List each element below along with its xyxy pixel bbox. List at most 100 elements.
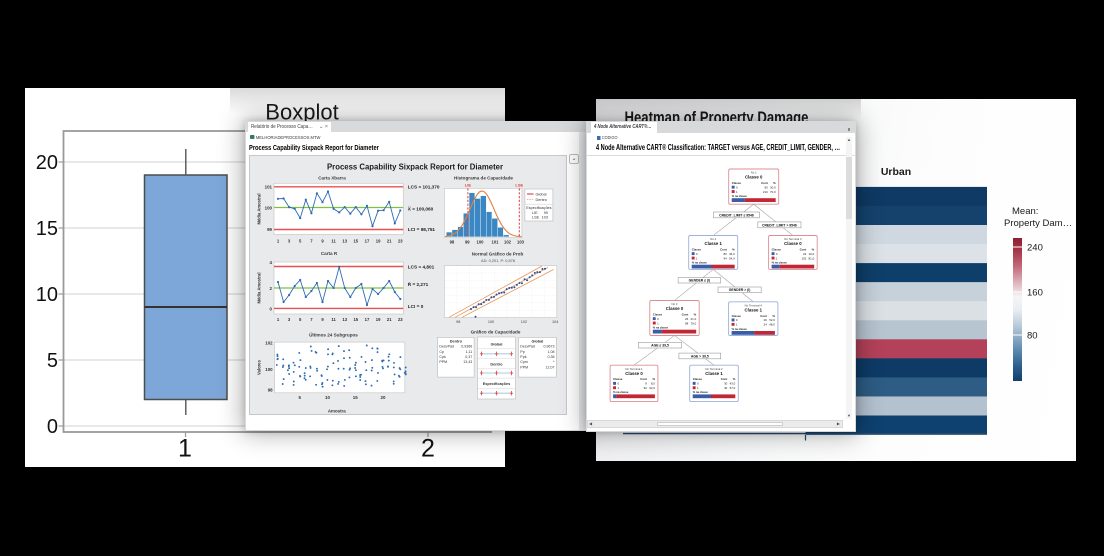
svg-text:20: 20 <box>35 152 57 174</box>
svg-text:8: 8 <box>645 382 647 386</box>
svg-text:PPM: PPM <box>439 360 447 364</box>
svg-text:Carta R: Carta R <box>321 251 338 256</box>
svg-text:1,08: 1,08 <box>548 349 555 353</box>
svg-text:Nó Terminal 4: Nó Terminal 4 <box>745 303 763 307</box>
svg-text:94: 94 <box>723 256 727 260</box>
svg-text:Nó 1: Nó 1 <box>751 171 757 175</box>
svg-text:AGE ≤ 39,5: AGE ≤ 39,5 <box>651 344 669 348</box>
svg-text:57,0: 57,0 <box>730 386 736 390</box>
svg-text:Classe 0: Classe 0 <box>745 175 763 180</box>
svg-text:Especificações: Especificações <box>483 381 510 385</box>
svg-text:0,36: 0,36 <box>548 355 555 359</box>
svg-text:70,0: 70,0 <box>770 190 776 194</box>
svg-text:% na classe: % na classe <box>692 261 708 265</box>
svg-text:0: 0 <box>46 416 57 438</box>
svg-text:0,37: 0,37 <box>465 355 472 359</box>
svg-text:%: % <box>732 248 735 252</box>
svg-text:79,0: 79,0 <box>691 321 697 325</box>
svg-text:23: 23 <box>398 238 403 243</box>
svg-text:Normal Gráfico de Prob: Normal Gráfico de Prob <box>472 251 524 256</box>
svg-text:CREDIT_LIMIT ≤ 9546: CREDIT_LIMIT ≤ 9546 <box>719 213 754 217</box>
svg-text:26: 26 <box>685 317 689 321</box>
svg-text:101: 101 <box>492 239 500 244</box>
svg-text:Nó 3: Nó 3 <box>672 302 678 306</box>
svg-text:Classe: Classe <box>732 314 742 318</box>
svg-text:1,11: 1,11 <box>466 349 473 353</box>
svg-text:100: 100 <box>477 239 485 244</box>
svg-text:Média Amostral: Média Amostral <box>257 193 262 224</box>
svg-text:5: 5 <box>46 350 57 372</box>
svg-text:19: 19 <box>376 238 381 243</box>
svg-text:% na classe: % na classe <box>693 390 709 394</box>
svg-text:Valores: Valores <box>257 359 262 375</box>
svg-text:Dentro: Dentro <box>490 362 503 366</box>
svg-text:0: 0 <box>776 252 778 256</box>
svg-text:Urban: Urban <box>880 166 910 178</box>
svg-text:Cont: Cont <box>761 181 768 185</box>
svg-text:23: 23 <box>398 317 403 322</box>
svg-text:46,0: 46,0 <box>729 252 735 256</box>
svg-text:Amostra: Amostra <box>328 408 346 413</box>
svg-text:Nó Terminal 1: Nó Terminal 1 <box>625 367 643 371</box>
svg-text:Classe: Classe <box>653 313 663 317</box>
svg-text:240: 240 <box>1027 243 1043 254</box>
svg-text:1: 1 <box>277 317 280 322</box>
svg-text:98: 98 <box>685 321 689 325</box>
svg-text:1: 1 <box>776 256 778 260</box>
svg-text:10: 10 <box>325 395 330 400</box>
svg-text:80: 80 <box>723 252 727 256</box>
svg-text:% na classe: % na classe <box>653 326 669 330</box>
svg-text:7: 7 <box>310 317 313 322</box>
svg-text:Mean:: Mean: <box>1012 206 1038 217</box>
svg-text:Classe 0: Classe 0 <box>625 371 643 376</box>
svg-text:92,0: 92,0 <box>649 386 655 390</box>
svg-text:11: 11 <box>331 238 336 243</box>
svg-text:103: 103 <box>542 215 548 219</box>
svg-text:Property Dam…: Property Dam… <box>1004 218 1072 229</box>
svg-text:102: 102 <box>504 239 512 244</box>
svg-text:% na classe: % na classe <box>732 327 748 331</box>
svg-text:LCI = 98,751: LCI = 98,751 <box>408 227 436 232</box>
svg-text:17: 17 <box>365 317 370 322</box>
svg-text:Classe 0: Classe 0 <box>666 306 684 311</box>
svg-text:102: 102 <box>521 320 527 324</box>
svg-text:15: 15 <box>353 238 358 243</box>
svg-text:LIE: LIE <box>532 211 538 215</box>
svg-text:160: 160 <box>1027 288 1043 299</box>
svg-text:LCS = 4,801: LCS = 4,801 <box>408 264 435 269</box>
svg-text:Nó 2: Nó 2 <box>710 237 716 241</box>
svg-text:Média Amostral: Média Amostral <box>257 272 262 303</box>
svg-text:21: 21 <box>387 317 392 322</box>
svg-text:15: 15 <box>353 317 358 322</box>
svg-text:2: 2 <box>421 435 435 463</box>
svg-text:R̄ = 2,271: R̄ = 2,271 <box>408 281 429 287</box>
svg-text:0: 0 <box>697 382 699 386</box>
svg-text:0: 0 <box>270 306 273 311</box>
svg-text:8,0: 8,0 <box>651 382 655 386</box>
svg-text:90: 90 <box>764 185 768 189</box>
svg-text:48,0: 48,0 <box>769 323 775 327</box>
svg-text:Cont: Cont <box>721 377 728 381</box>
svg-text:%: % <box>733 377 736 381</box>
svg-text:LCI = 0: LCI = 0 <box>408 304 424 309</box>
svg-text:1: 1 <box>736 323 738 327</box>
svg-text:Cp: Cp <box>439 349 444 353</box>
svg-text:LSE: LSE <box>532 215 540 219</box>
svg-text:Global: Global <box>491 342 503 346</box>
svg-text:Nó Terminal 3: Nó Terminal 3 <box>784 237 802 241</box>
svg-text:Classe 1: Classe 1 <box>745 307 763 312</box>
svg-text:1: 1 <box>178 435 192 463</box>
svg-text:100: 100 <box>265 205 273 210</box>
svg-text:Classe 1: Classe 1 <box>705 371 723 376</box>
svg-text:102: 102 <box>265 340 273 345</box>
svg-text:80: 80 <box>1027 331 1038 342</box>
svg-text:12,07: 12,07 <box>546 365 555 369</box>
svg-text:99: 99 <box>544 211 548 215</box>
svg-text:5: 5 <box>298 395 301 400</box>
svg-text:1: 1 <box>696 256 698 260</box>
svg-text:Nó Terminal 2: Nó Terminal 2 <box>705 367 723 371</box>
svg-text:15: 15 <box>35 218 57 240</box>
svg-text:% na classe: % na classe <box>613 390 629 394</box>
svg-text:24: 24 <box>803 252 807 256</box>
svg-text:21: 21 <box>387 238 392 243</box>
